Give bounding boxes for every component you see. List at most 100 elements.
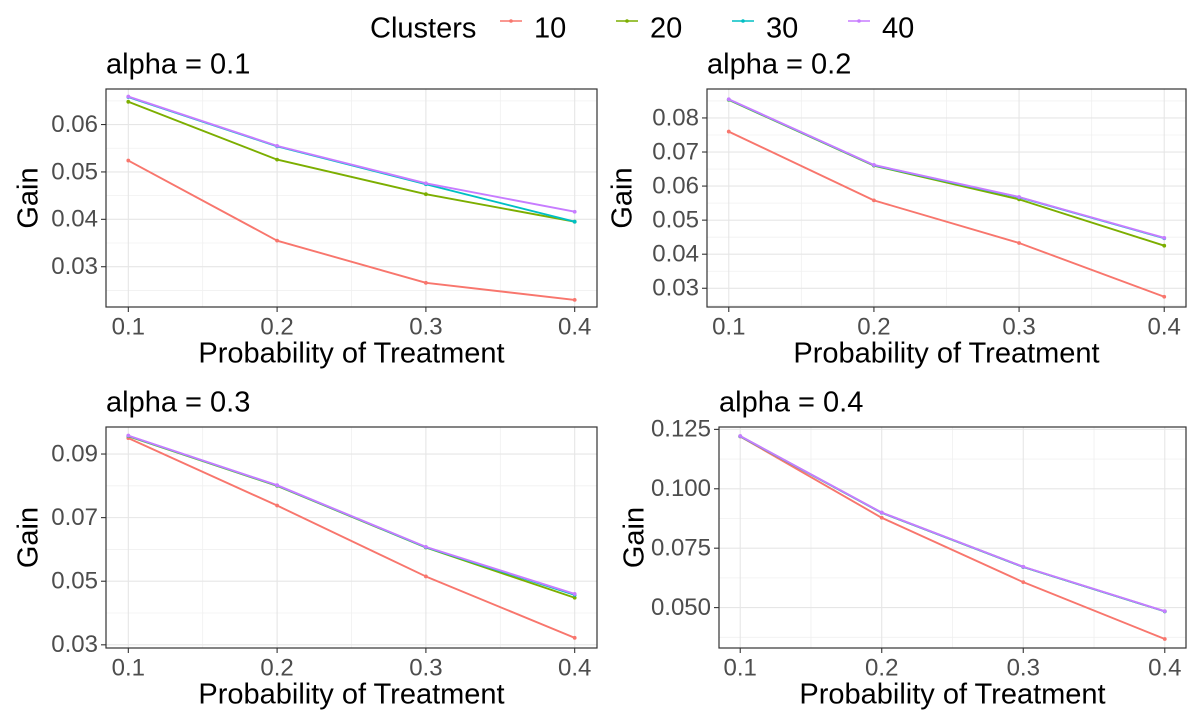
panel-3: 0.1 0.2 0.3 0.4 0.03 0.05 0.07 0.09 alpha = 0.3 P…	[13, 387, 598, 711]
panel-title: alpha = 0.3	[106, 387, 250, 419]
data-point	[1162, 235, 1167, 240]
y-tick-label: 0.08	[652, 104, 699, 131]
panel-1: 0.1 0.2 0.3 0.4 0.03 0.04 0.05 0.06 alpha = 0.1 P…	[13, 49, 598, 370]
series-line-40	[728, 98, 1165, 239]
y-axis-title: Gain	[13, 167, 45, 228]
x-tick-label: 0.3	[409, 313, 442, 340]
data-point	[423, 181, 428, 186]
x-tick-label: 0.1	[724, 654, 757, 681]
y-tick-label: 0.075	[651, 535, 711, 562]
panel-border	[105, 88, 598, 308]
y-tick-label: 0.06	[652, 172, 699, 199]
legend-key-point	[741, 19, 745, 23]
y-tick-label: 0.03	[51, 631, 98, 658]
y-tick-label: 0.04	[652, 241, 699, 268]
y-axis: 0.03 0.05 0.07 0.09	[51, 440, 106, 658]
y-axis: 0.050 0.075 0.100 0.125	[651, 416, 719, 621]
panel-title: alpha = 0.4	[719, 387, 863, 419]
x-tick-label: 0.3	[409, 654, 442, 681]
x-tick-label: 0.1	[112, 654, 145, 681]
x-tick-label: 0.3	[1002, 313, 1035, 340]
minor-gridlines	[707, 89, 1186, 307]
minor-gridlines	[106, 89, 597, 307]
legend-label: 20	[650, 13, 682, 45]
series-line-10	[739, 435, 1166, 640]
panel-4: 0.1 0.2 0.3 0.4 0.050 0.075 0.100 0.125 alpha = …	[619, 387, 1187, 711]
data-point	[1162, 609, 1167, 614]
series-10	[726, 129, 1167, 299]
series-line-40	[739, 435, 1166, 613]
x-tick-label: 0.2	[260, 313, 293, 340]
legend-item-40: 40	[848, 13, 914, 45]
x-tick-label: 0.4	[558, 654, 591, 681]
panel-title: alpha = 0.2	[707, 49, 851, 81]
legend-key-point	[857, 19, 861, 23]
y-tick-label: 0.05	[51, 568, 98, 595]
x-tick-label: 0.4	[558, 313, 591, 340]
y-axis-title: Gain	[619, 507, 651, 568]
data-point	[1162, 294, 1167, 299]
data-point	[572, 209, 577, 214]
panel-title: alpha = 0.1	[106, 49, 250, 81]
y-tick-label: 0.125	[651, 416, 711, 443]
x-axis-title: Probability of Treatment	[799, 679, 1105, 711]
y-tick-label: 0.06	[51, 111, 98, 138]
legend-item-30: 30	[732, 13, 798, 45]
data-point	[879, 510, 884, 515]
series-line-40	[128, 434, 575, 595]
data-point	[423, 544, 428, 549]
legend-item-20: 20	[616, 13, 682, 45]
x-axis: 0.1 0.2 0.3 0.4	[112, 307, 591, 340]
data-point	[126, 94, 131, 99]
data-point	[872, 163, 876, 167]
data-point	[1162, 243, 1167, 248]
legend-item-10: 10	[500, 13, 566, 45]
series-40	[126, 94, 577, 214]
data-point	[572, 297, 577, 302]
legend-key-point	[625, 19, 629, 23]
panels: 0.1 0.2 0.3 0.4 0.03 0.04 0.05 0.06 alpha = 0.1 P…	[13, 49, 1187, 711]
panel-border	[718, 426, 1187, 649]
legend-label: 40	[882, 13, 914, 45]
x-axis: 0.1 0.2 0.3 0.4	[112, 648, 591, 681]
series-40	[126, 433, 577, 596]
data-point	[126, 99, 131, 104]
y-axis: 0.03 0.04 0.05 0.06 0.07 0.08	[652, 104, 707, 302]
x-tick-label: 0.2	[260, 654, 293, 681]
series-10	[126, 436, 577, 640]
series-line-20	[127, 100, 575, 223]
data-point	[423, 192, 428, 197]
y-tick-label: 0.03	[51, 253, 98, 280]
y-axis-title: Gain	[607, 167, 639, 228]
data-point	[738, 434, 743, 438]
legend: Clusters 10 20 30 40	[370, 13, 914, 45]
y-tick-label: 0.100	[651, 475, 711, 502]
data-point	[726, 97, 731, 102]
legend-key-point	[509, 19, 513, 23]
series-line-10	[127, 159, 575, 301]
panel-border	[105, 426, 598, 649]
data-point	[275, 483, 280, 488]
x-tick-label: 0.2	[857, 313, 890, 340]
legend-label: 30	[766, 13, 798, 45]
data-point	[126, 158, 131, 163]
data-point	[872, 198, 876, 203]
series-line-10	[127, 437, 576, 639]
y-tick-label: 0.04	[51, 206, 98, 233]
data-point	[1017, 241, 1021, 245]
y-tick-label: 0.03	[652, 275, 699, 302]
x-tick-label: 0.1	[712, 313, 745, 340]
series-40	[738, 434, 1167, 614]
x-tick-label: 0.4	[1148, 313, 1181, 340]
x-tick-label: 0.1	[112, 313, 145, 340]
data-point	[423, 574, 428, 579]
data-point	[1017, 195, 1021, 199]
data-point	[126, 433, 131, 438]
data-point	[1021, 580, 1026, 585]
data-point	[572, 592, 577, 596]
data-point	[275, 143, 280, 148]
series-10	[126, 158, 577, 302]
series-line-10	[728, 130, 1165, 298]
major-gridlines	[106, 89, 597, 307]
